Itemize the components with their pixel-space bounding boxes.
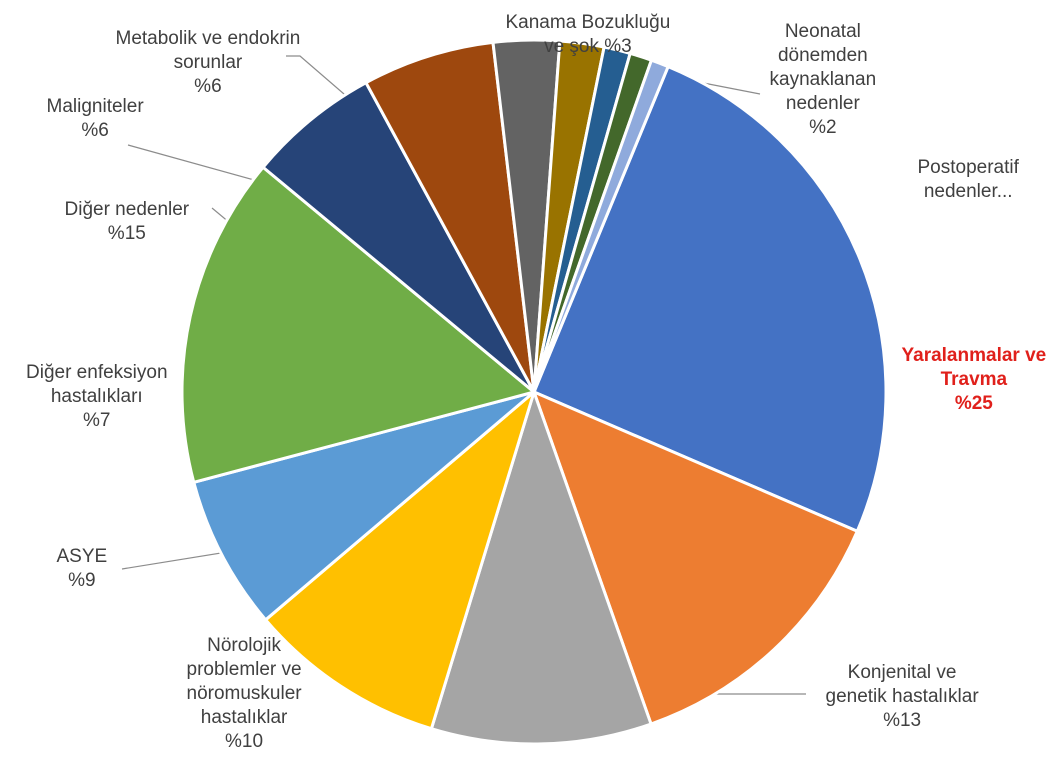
pie-slice (364, 40, 536, 394)
slice-label-line: %6 (194, 76, 222, 97)
slice-label-line: sorunlar (173, 52, 243, 73)
slice-label: Kanama Bozukluğu ve şok %3 (506, 11, 671, 59)
pie-slices (180, 38, 888, 746)
slice-label: Yaralanmalar ve Travma %25 (902, 344, 1047, 416)
slice-label-line: %9 (68, 570, 96, 591)
slice-label-line: Konjenital ve (847, 662, 957, 683)
slice-label: Metabolik ve endokrin sorunlar %6 (116, 27, 301, 99)
slice-label-line: %25 (954, 393, 993, 414)
slice-label-line: Nörolojik (207, 635, 282, 656)
pie-slice (192, 390, 536, 622)
pie-slice (180, 165, 536, 484)
slice-label-line: dönemden (777, 45, 868, 66)
slice-label-line: Travma (940, 369, 1008, 390)
slice-label-line: kaynaklanan (769, 69, 877, 90)
slice-label: Maligniteler %6 (47, 95, 144, 143)
slice-label: Konjenital ve genetik hastalıklar %13 (826, 661, 979, 733)
slice-label-line: Diğer nedenler (64, 199, 190, 220)
slice-label-line: Metabolik ve endokrin (115, 28, 301, 49)
slice-label-line: %15 (107, 223, 146, 244)
slice-label-line: Postoperatif (917, 157, 1019, 178)
slice-label: Diğer nedenler %15 (65, 198, 190, 246)
slice-label-line: Maligniteler (46, 96, 144, 117)
slice-label-line: %13 (883, 710, 922, 731)
slice-label: ASYE %9 (57, 545, 108, 593)
slice-label-line: nedenler (785, 93, 860, 114)
slice-label-line: %7 (83, 410, 111, 431)
slice-label-line: nöromuskuler (186, 683, 302, 704)
slice-label-line: %2 (809, 117, 837, 138)
pie-slice (532, 65, 888, 533)
slice-label-line: Diğer enfeksiyon (26, 362, 168, 383)
pie-slice (261, 81, 536, 394)
slice-label-line: problemler ve (186, 659, 302, 680)
slice-label-line: hastalıkları (50, 386, 143, 407)
slice-label-line: genetik hastalıklar (825, 686, 979, 707)
slice-label-line: %10 (225, 731, 264, 752)
pie-slice (264, 390, 536, 731)
slice-label: Neonatal dönemden kaynaklanan nedenler %2 (770, 20, 877, 140)
slice-label: Diğer enfeksiyon hastalıkları %7 (26, 361, 168, 433)
slice-label-line: Neonatal (784, 21, 861, 42)
slice-label: Nörolojik problemler ve nöromuskuler hastal… (187, 634, 302, 754)
slice-label-line: %6 (81, 120, 109, 141)
slice-label-line: nedenler... (923, 181, 1013, 202)
slice-label-line: ve şok %3 (544, 36, 632, 57)
slice-label: Postoperatif nedenler... (918, 156, 1019, 204)
slice-label-line: Yaralanmalar ve (901, 345, 1047, 366)
slice-label-line: ASYE (56, 546, 108, 567)
pie-slice (532, 390, 859, 726)
pie-slice (429, 390, 653, 746)
pie-slice (532, 58, 670, 394)
slice-label-line: hastalıklar (200, 707, 288, 728)
slice-label-line: Kanama Bozukluğu (505, 12, 671, 33)
